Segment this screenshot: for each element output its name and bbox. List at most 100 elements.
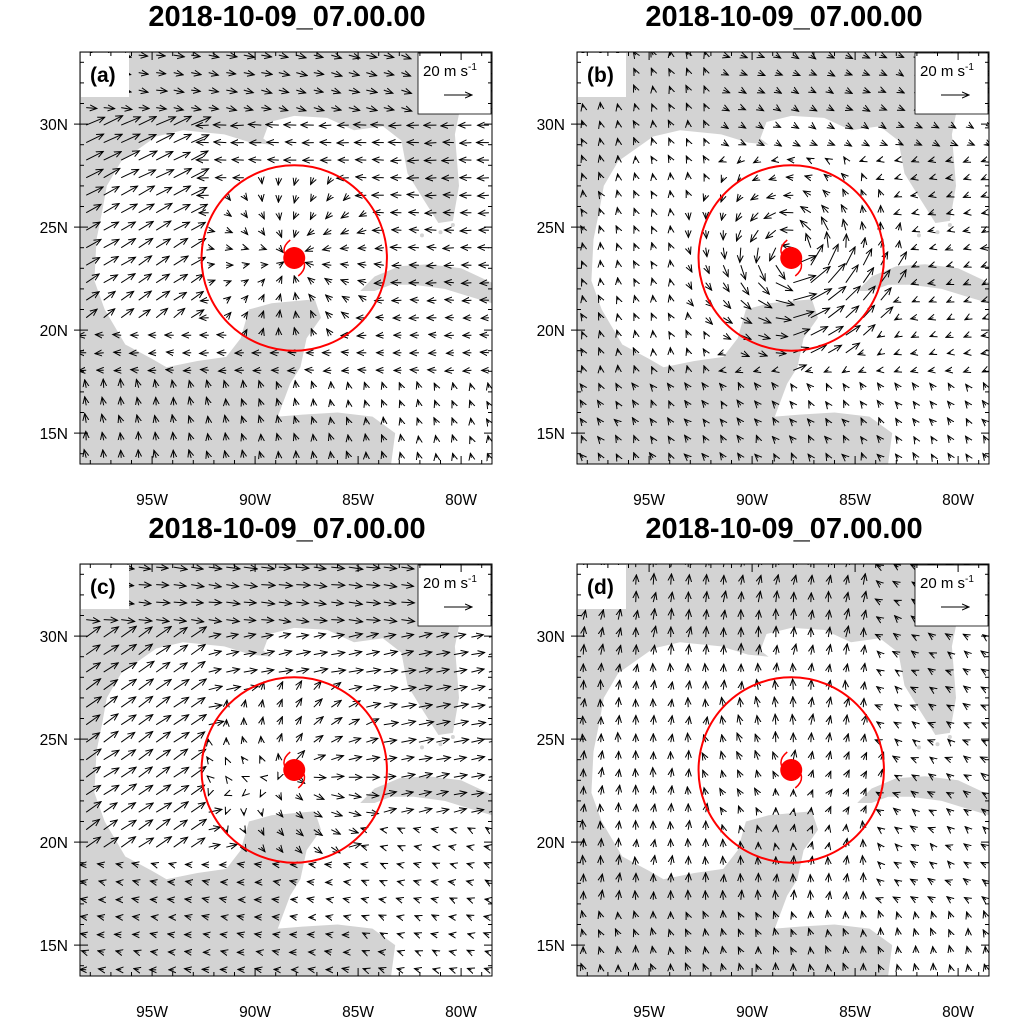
wind-arrow bbox=[653, 86, 654, 90]
wind-arrow bbox=[470, 384, 471, 388]
wind-arrow bbox=[155, 134, 174, 144]
wind-arrow bbox=[382, 435, 384, 441]
wind-arrow bbox=[103, 239, 119, 249]
wind-arrow bbox=[772, 160, 776, 161]
panel-label-text: (d) bbox=[587, 576, 614, 599]
wind-arrow bbox=[311, 195, 314, 201]
wind-arrow bbox=[331, 55, 341, 58]
wind-arrow bbox=[249, 160, 262, 161]
panel-title-a: 2018-10-09_07.00.00 bbox=[148, 1, 426, 33]
wind-arrow bbox=[686, 330, 688, 335]
wind-arrow bbox=[424, 160, 437, 161]
wind-arrow bbox=[651, 437, 654, 441]
wind-arrow bbox=[305, 262, 314, 265]
wind-arrow bbox=[190, 292, 203, 301]
wind-arrow bbox=[600, 243, 601, 248]
wind-arrow bbox=[357, 230, 367, 233]
wind-arrow bbox=[217, 335, 227, 336]
wind-arrow bbox=[400, 401, 402, 406]
wind-arrow bbox=[704, 139, 706, 143]
wind-arrow bbox=[651, 400, 653, 405]
wind-arrow bbox=[323, 264, 332, 265]
wind-arrow bbox=[296, 90, 305, 93]
wind-arrow bbox=[155, 152, 173, 161]
wind-arrow bbox=[202, 969, 209, 970]
wind-map-a: 20 m s-1 (a) 30N 25N 20N 15N 95W 90W 85W 80W bbox=[40, 51, 493, 509]
wind-arrow bbox=[156, 90, 167, 91]
wind-arrow bbox=[793, 679, 794, 690]
wind-arrow bbox=[449, 882, 454, 883]
wind-arrow bbox=[331, 382, 332, 388]
wind-arrow bbox=[686, 156, 688, 160]
wind-arrow bbox=[137, 398, 139, 406]
wind-arrow bbox=[635, 173, 636, 178]
wind-arrow bbox=[85, 274, 99, 284]
wind-arrow bbox=[173, 186, 191, 196]
wind-arrow bbox=[487, 402, 489, 406]
wind-arrow bbox=[706, 627, 707, 638]
wind-arrow bbox=[154, 450, 156, 458]
wind-arrow bbox=[115, 934, 122, 935]
wind-arrow bbox=[668, 314, 670, 318]
wind-arrow bbox=[383, 73, 394, 75]
wind-arrow bbox=[138, 90, 148, 92]
wind-arrow bbox=[723, 125, 728, 128]
wind-arrow bbox=[601, 839, 602, 848]
wind-arrow bbox=[598, 295, 600, 300]
wind-arrow bbox=[288, 370, 297, 371]
wind-arrow bbox=[418, 400, 419, 406]
wind-arrow bbox=[736, 370, 741, 372]
wind-arrow bbox=[634, 261, 636, 265]
wind-arrow bbox=[633, 348, 635, 353]
florida-keys-islet bbox=[947, 735, 952, 740]
wind-arrow bbox=[633, 121, 635, 125]
wind-arrow bbox=[173, 169, 192, 179]
wind-arrow bbox=[121, 117, 140, 126]
wind-arrow bbox=[409, 318, 419, 319]
wind-arrow bbox=[220, 934, 226, 935]
wind-arrow bbox=[650, 419, 653, 423]
wind-arrow bbox=[95, 353, 104, 354]
wind-arrow bbox=[846, 892, 847, 900]
wind-arrow bbox=[102, 414, 104, 423]
wind-arrow bbox=[435, 401, 437, 406]
lon-tick-label: 95W bbox=[633, 492, 665, 509]
wind-arrow bbox=[244, 280, 248, 283]
wind-arrow bbox=[138, 238, 153, 249]
lon-tick-label: 80W bbox=[942, 1004, 974, 1021]
wind-arrow bbox=[652, 209, 653, 213]
wind-arrow bbox=[597, 418, 600, 423]
wind-arrow bbox=[155, 432, 156, 441]
lon-tick-label: 80W bbox=[445, 492, 477, 509]
wind-arrow bbox=[313, 777, 326, 778]
wind-arrow bbox=[116, 917, 121, 918]
wind-arrow bbox=[243, 108, 253, 110]
wind-arrow bbox=[616, 454, 618, 458]
wind-arrow bbox=[208, 55, 219, 57]
wind-arrow bbox=[381, 829, 384, 830]
wind-arrow bbox=[279, 248, 283, 253]
wind-arrow bbox=[226, 312, 231, 317]
wind-arrow bbox=[583, 716, 584, 725]
wind-arrow bbox=[634, 208, 636, 212]
wind-arrow bbox=[720, 419, 723, 423]
wind-arrow bbox=[156, 117, 175, 126]
wind-arrow bbox=[706, 247, 707, 257]
panel-c: 2018-10-09_07.00.00 20 m s-1 (c) 30N 25N 20N… bbox=[0, 512, 512, 1024]
wind-arrow bbox=[375, 248, 384, 249]
wind-arrow bbox=[190, 204, 207, 214]
wind-arrow bbox=[947, 353, 951, 354]
wind-arrow bbox=[686, 103, 688, 107]
wind-arrow bbox=[462, 300, 472, 301]
lat-tick-label: 25N bbox=[40, 220, 68, 237]
wind-arrow bbox=[191, 55, 200, 56]
wind-arrow bbox=[261, 311, 263, 318]
wind-arrow bbox=[328, 178, 332, 184]
wind-arrow bbox=[400, 453, 401, 458]
wind-arrow bbox=[758, 664, 759, 673]
wind-arrow bbox=[427, 265, 437, 266]
lat-tick-label: 20N bbox=[40, 835, 68, 852]
wind-arrow bbox=[614, 419, 618, 422]
wind-arrow bbox=[358, 248, 367, 249]
panel-label-text: (b) bbox=[587, 64, 614, 87]
